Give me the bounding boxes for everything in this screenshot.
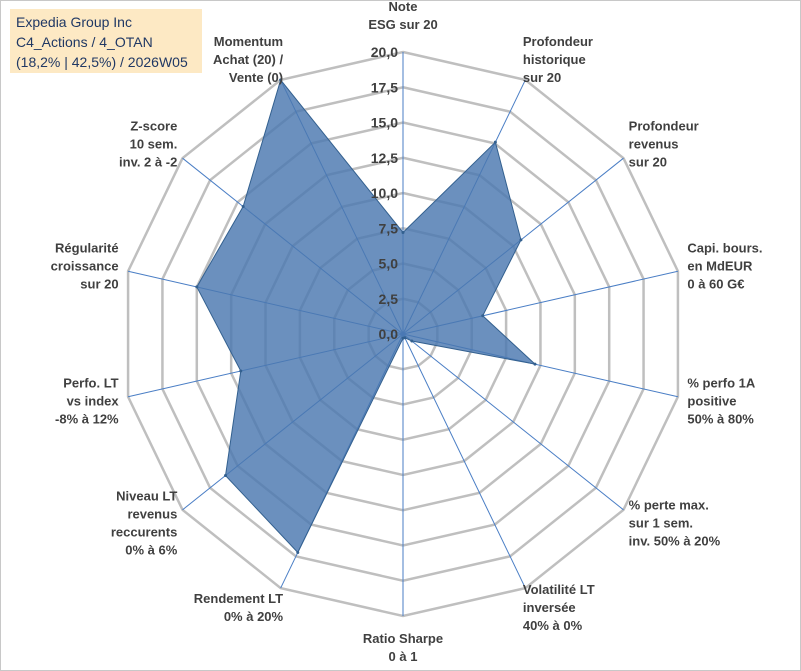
axis-label-12: Régularité croissance sur 20 [51, 240, 119, 291]
axis-label-3: Profondeur revenus sur 20 [629, 118, 699, 169]
data-point-13 [241, 205, 245, 209]
tick-label-6: 15,0 [371, 115, 398, 131]
axis-label-line: revenus [629, 136, 679, 151]
data-point-6 [410, 339, 414, 343]
data-point-3 [519, 238, 523, 242]
info-box: Expedia Group Inc C4_Actions / 4_OTAN (1… [10, 9, 202, 73]
axis-label-13: Z-score 10 sem. inv. 2 à -2 [119, 118, 177, 169]
axis-label-line: Z-score [130, 118, 177, 133]
axis-label-line: Vente (0) [229, 70, 283, 85]
axis-label-14: Momentum Achat (20) / Vente (0) [213, 34, 283, 85]
axis-label-line: -8% à 12% [55, 412, 119, 427]
axis-label-line: 10 sem. [130, 136, 178, 151]
axis-label-line: Niveau LT [116, 489, 177, 504]
data-point-9 [296, 551, 300, 555]
axis-label-line: inv. 2 à -2 [119, 154, 177, 169]
axis-label-line: Achat (20) / [213, 52, 283, 67]
data-point-4 [481, 314, 485, 318]
axis-label-2: Profondeur historique sur 20 [523, 34, 593, 85]
axis-label-8: Ratio Sharpe 0 à 1 [363, 631, 443, 664]
company-name: Expedia Group Inc [16, 14, 132, 30]
spoke-6 [402, 333, 624, 511]
axis-label-line: Note [389, 0, 418, 14]
axis-label-line: % perfo 1A [687, 376, 756, 391]
data-point-2 [493, 140, 497, 144]
axis-label-line: 40% à 0% [523, 618, 583, 633]
tick-label-7: 17,5 [371, 79, 398, 95]
tick-label-2: 5,0 [379, 256, 399, 272]
axis-label-line: Profondeur [523, 34, 593, 49]
axis-label-9: Rendement LT 0% à 20% [194, 591, 284, 624]
axis-label-line: sur 20 [80, 276, 118, 291]
data-point-5 [533, 362, 537, 366]
axis-label-line: inversée [523, 600, 576, 615]
portfolio-path: C4_Actions / 4_OTAN [16, 34, 153, 50]
tick-label-3: 7,5 [379, 220, 399, 236]
axis-label-line: 50% à 80% [687, 412, 754, 427]
axis-label-5: % perfo 1A positive 50% à 80% [687, 376, 756, 427]
axis-label-line: Volatilité LT [523, 582, 595, 597]
data-point-10 [224, 474, 228, 478]
axis-label-6: % perte max. sur 1 sem. inv. 50% à 20% [629, 498, 721, 549]
axis-label-line: % perte max. [629, 498, 709, 513]
axis-label-line: inv. 50% à 20% [629, 534, 721, 549]
axis-label-line: en MdEUR [687, 258, 753, 273]
data-point-14 [279, 78, 283, 82]
axis-label-line: 0% à 20% [224, 609, 284, 624]
axis-label-line: sur 1 sem. [629, 516, 693, 531]
spoke-7 [402, 333, 526, 589]
axis-label-line: sur 20 [523, 70, 561, 85]
axis-label-line: Régularité [55, 240, 119, 255]
data-point-12 [195, 285, 199, 289]
axis-label-line: Rendement LT [194, 591, 283, 606]
axis-label-line: ESG sur 20 [368, 17, 437, 32]
axis-label-1: Note ESG sur 20 [368, 0, 437, 32]
data-point-11 [239, 369, 243, 373]
axis-label-line: historique [523, 52, 586, 67]
axis-label-line: Profondeur [629, 118, 699, 133]
axis-label-line: Momentum [214, 34, 283, 49]
axis-label-line: 0 à 1 [389, 649, 418, 664]
data-point-1 [401, 230, 405, 234]
axis-label-line: Perfo. LT [63, 376, 118, 391]
tick-label-1: 2,5 [379, 291, 399, 307]
axis-label-line: sur 20 [629, 154, 667, 169]
tick-label-0: 0,0 [379, 326, 399, 342]
tick-label-4: 10,0 [371, 185, 398, 201]
tick-label-5: 12,5 [371, 150, 398, 166]
axis-label-line: revenus [127, 507, 177, 522]
axis-label-11: Perfo. LT vs index -8% à 12% [55, 376, 119, 427]
axis-label-line: reccurents [111, 525, 177, 540]
data-point-8 [401, 336, 405, 340]
axis-label-line: Capi. bours. [687, 240, 762, 255]
tick-label-8: 20,0 [371, 44, 398, 60]
axis-label-line: positive [687, 394, 736, 409]
axis-label-7: Volatilité LT inversée 40% à 0% [523, 582, 595, 633]
axis-label-line: vs index [67, 394, 120, 409]
axis-label-line: croissance [51, 258, 119, 273]
axis-label-10: Niveau LT revenus reccurents 0% à 6% [111, 489, 178, 558]
period-stats: (18,2% | 42,5%) / 2026W05 [16, 54, 188, 70]
axis-label-line: 0% à 6% [125, 543, 177, 558]
axis-label-line: 0 à 60 G€ [687, 276, 744, 291]
axis-label-line: Ratio Sharpe [363, 631, 443, 646]
axis-label-4: Capi. bours. en MdEUR 0 à 60 G€ [687, 240, 762, 291]
